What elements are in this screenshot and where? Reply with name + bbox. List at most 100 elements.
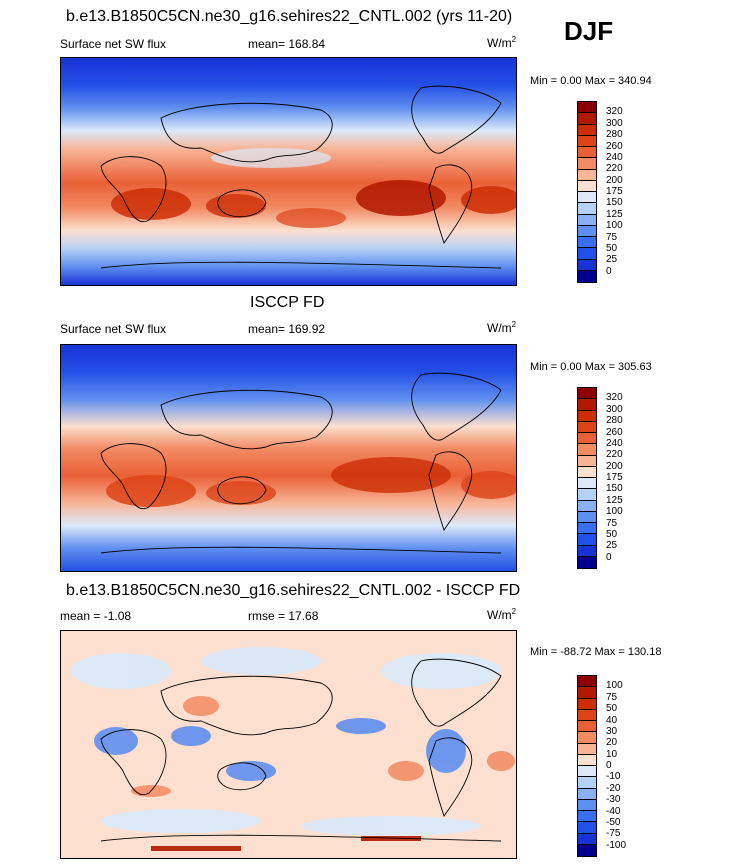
colorbar-swatch [578,676,596,688]
colorbar-swatch [578,192,596,204]
colorbar-tick-label: 50 [606,528,618,540]
colorbar-swatch [578,248,596,260]
colorbar-swatch [578,489,596,501]
colorbar-swatch [578,399,596,411]
colorbar-swatch [578,466,596,478]
colorbar-tick-label: 175 [606,472,623,483]
colorbar-tick-label: 100 [606,506,623,518]
colorbar-swatch [578,169,596,181]
colorbar-swatch [578,721,596,733]
colorbar-tick-label: 50 [606,242,618,254]
colorbar-tick-label: -50 [606,816,621,828]
colorbar-swatch [578,444,596,456]
colorbar-tick-label: 240 [606,437,623,449]
colorbar-swatch [578,754,596,766]
colorbar-tick-label: 125 [606,494,623,506]
panel3-minmax: Min = -88.72 Max = 130.18 [530,646,662,658]
colorbar-tick-label: 320 [606,106,623,118]
panel1-colorbar [577,101,597,283]
colorbar-swatch [578,799,596,811]
colorbar-tick-label: 30 [606,725,618,737]
colorbar-tick-label: 300 [606,117,623,129]
colorbar-swatch [578,698,596,710]
colorbar-tick-label: 0 [606,551,612,563]
panel2-variable: Surface net SW flux [60,322,167,336]
colorbar-tick-label: 50 [606,703,618,715]
colorbar-tick-label: 75 [606,231,618,243]
colorbar-swatch [578,270,596,282]
colorbar-tick-label: 200 [606,174,623,186]
panel2-title: ISCCP FD [250,294,325,311]
colorbar-swatch [578,388,596,400]
colorbar-swatch [578,833,596,845]
colorbar-tick-label: 300 [606,403,623,415]
colorbar-tick-label: 320 [606,392,623,404]
colorbar-tick-label: 25 [606,254,618,266]
colorbar-swatch [578,259,596,271]
colorbar-tick-label: 100 [606,680,623,692]
panel2-colorbar [577,387,597,569]
colorbar-tick-label: 100 [606,220,623,232]
panel1-variable: Surface net SW flux [60,37,167,51]
colorbar-swatch [578,534,596,546]
colorbar-tick-label: -10 [606,771,621,783]
colorbar-swatch [578,433,596,445]
colorbar-tick-label: 200 [606,460,623,472]
colorbar-swatch [578,687,596,699]
colorbar-tick-label: 40 [606,714,618,726]
colorbar-tick-label: 125 [606,208,623,220]
colorbar-tick-label: 220 [606,163,623,175]
colorbar-tick-label: 0 [606,760,612,771]
colorbar-tick-label: 75 [606,517,618,529]
panel1-minmax: Min = 0.00 Max = 340.94 [530,75,652,87]
colorbar-tick-label: 260 [606,426,623,438]
colorbar-swatch [578,732,596,744]
season-label: DJF [564,16,614,46]
colorbar-tick-label: -20 [606,782,621,794]
panel1-units: W/m2 [487,35,517,50]
panel1-title: b.e13.B1850C5CN.ne30_g16.sehires22_CNTL.… [66,8,513,25]
colorbar-swatch [578,822,596,834]
colorbar-swatch [578,811,596,823]
panel2-minmax: Min = 0.00 Max = 305.63 [530,361,652,373]
colorbar-tick-label: 150 [606,197,623,209]
colorbar-swatch [578,102,596,114]
colorbar-tick-label: 280 [606,129,623,141]
colorbar-swatch [578,777,596,789]
colorbar-swatch [578,500,596,512]
colorbar-swatch [578,421,596,433]
colorbar-swatch [578,478,596,490]
colorbar-swatch [578,214,596,226]
panel3-map [60,630,517,859]
panel2-map [60,344,517,572]
colorbar-swatch [578,743,596,755]
colorbar-swatch [578,113,596,125]
colorbar-tick-label: 25 [606,540,618,552]
colorbar-tick-label: 220 [606,449,623,461]
colorbar-swatch [578,135,596,147]
colorbar-tick-label: 260 [606,140,623,152]
colorbar-swatch [578,410,596,422]
colorbar-swatch [578,545,596,557]
colorbar-tick-label: 175 [606,186,623,197]
colorbar-swatch [578,124,596,136]
colorbar-swatch [578,766,596,778]
colorbar-tick-label: -30 [606,794,621,806]
panel3-title: b.e13.B1850C5CN.ne30_g16.sehires22_CNTL.… [66,582,521,599]
panel2-units: W/m2 [487,320,517,335]
colorbar-tick-label: 280 [606,415,623,427]
panel1-map [60,57,517,286]
colorbar-tick-label: 240 [606,151,623,163]
panel2-mean: mean= 169.92 [248,322,326,336]
colorbar-swatch [578,556,596,568]
panel3-units: W/m2 [487,607,517,622]
colorbar-swatch [578,523,596,535]
colorbar-swatch [578,203,596,215]
colorbar-tick-label: 10 [606,748,618,760]
colorbar-swatch [578,225,596,237]
colorbar-swatch [578,709,596,721]
colorbar-swatch [578,237,596,249]
panel3-colorbar [577,675,597,857]
colorbar-tick-label: -40 [606,805,621,817]
colorbar-tick-label: 150 [606,483,623,495]
